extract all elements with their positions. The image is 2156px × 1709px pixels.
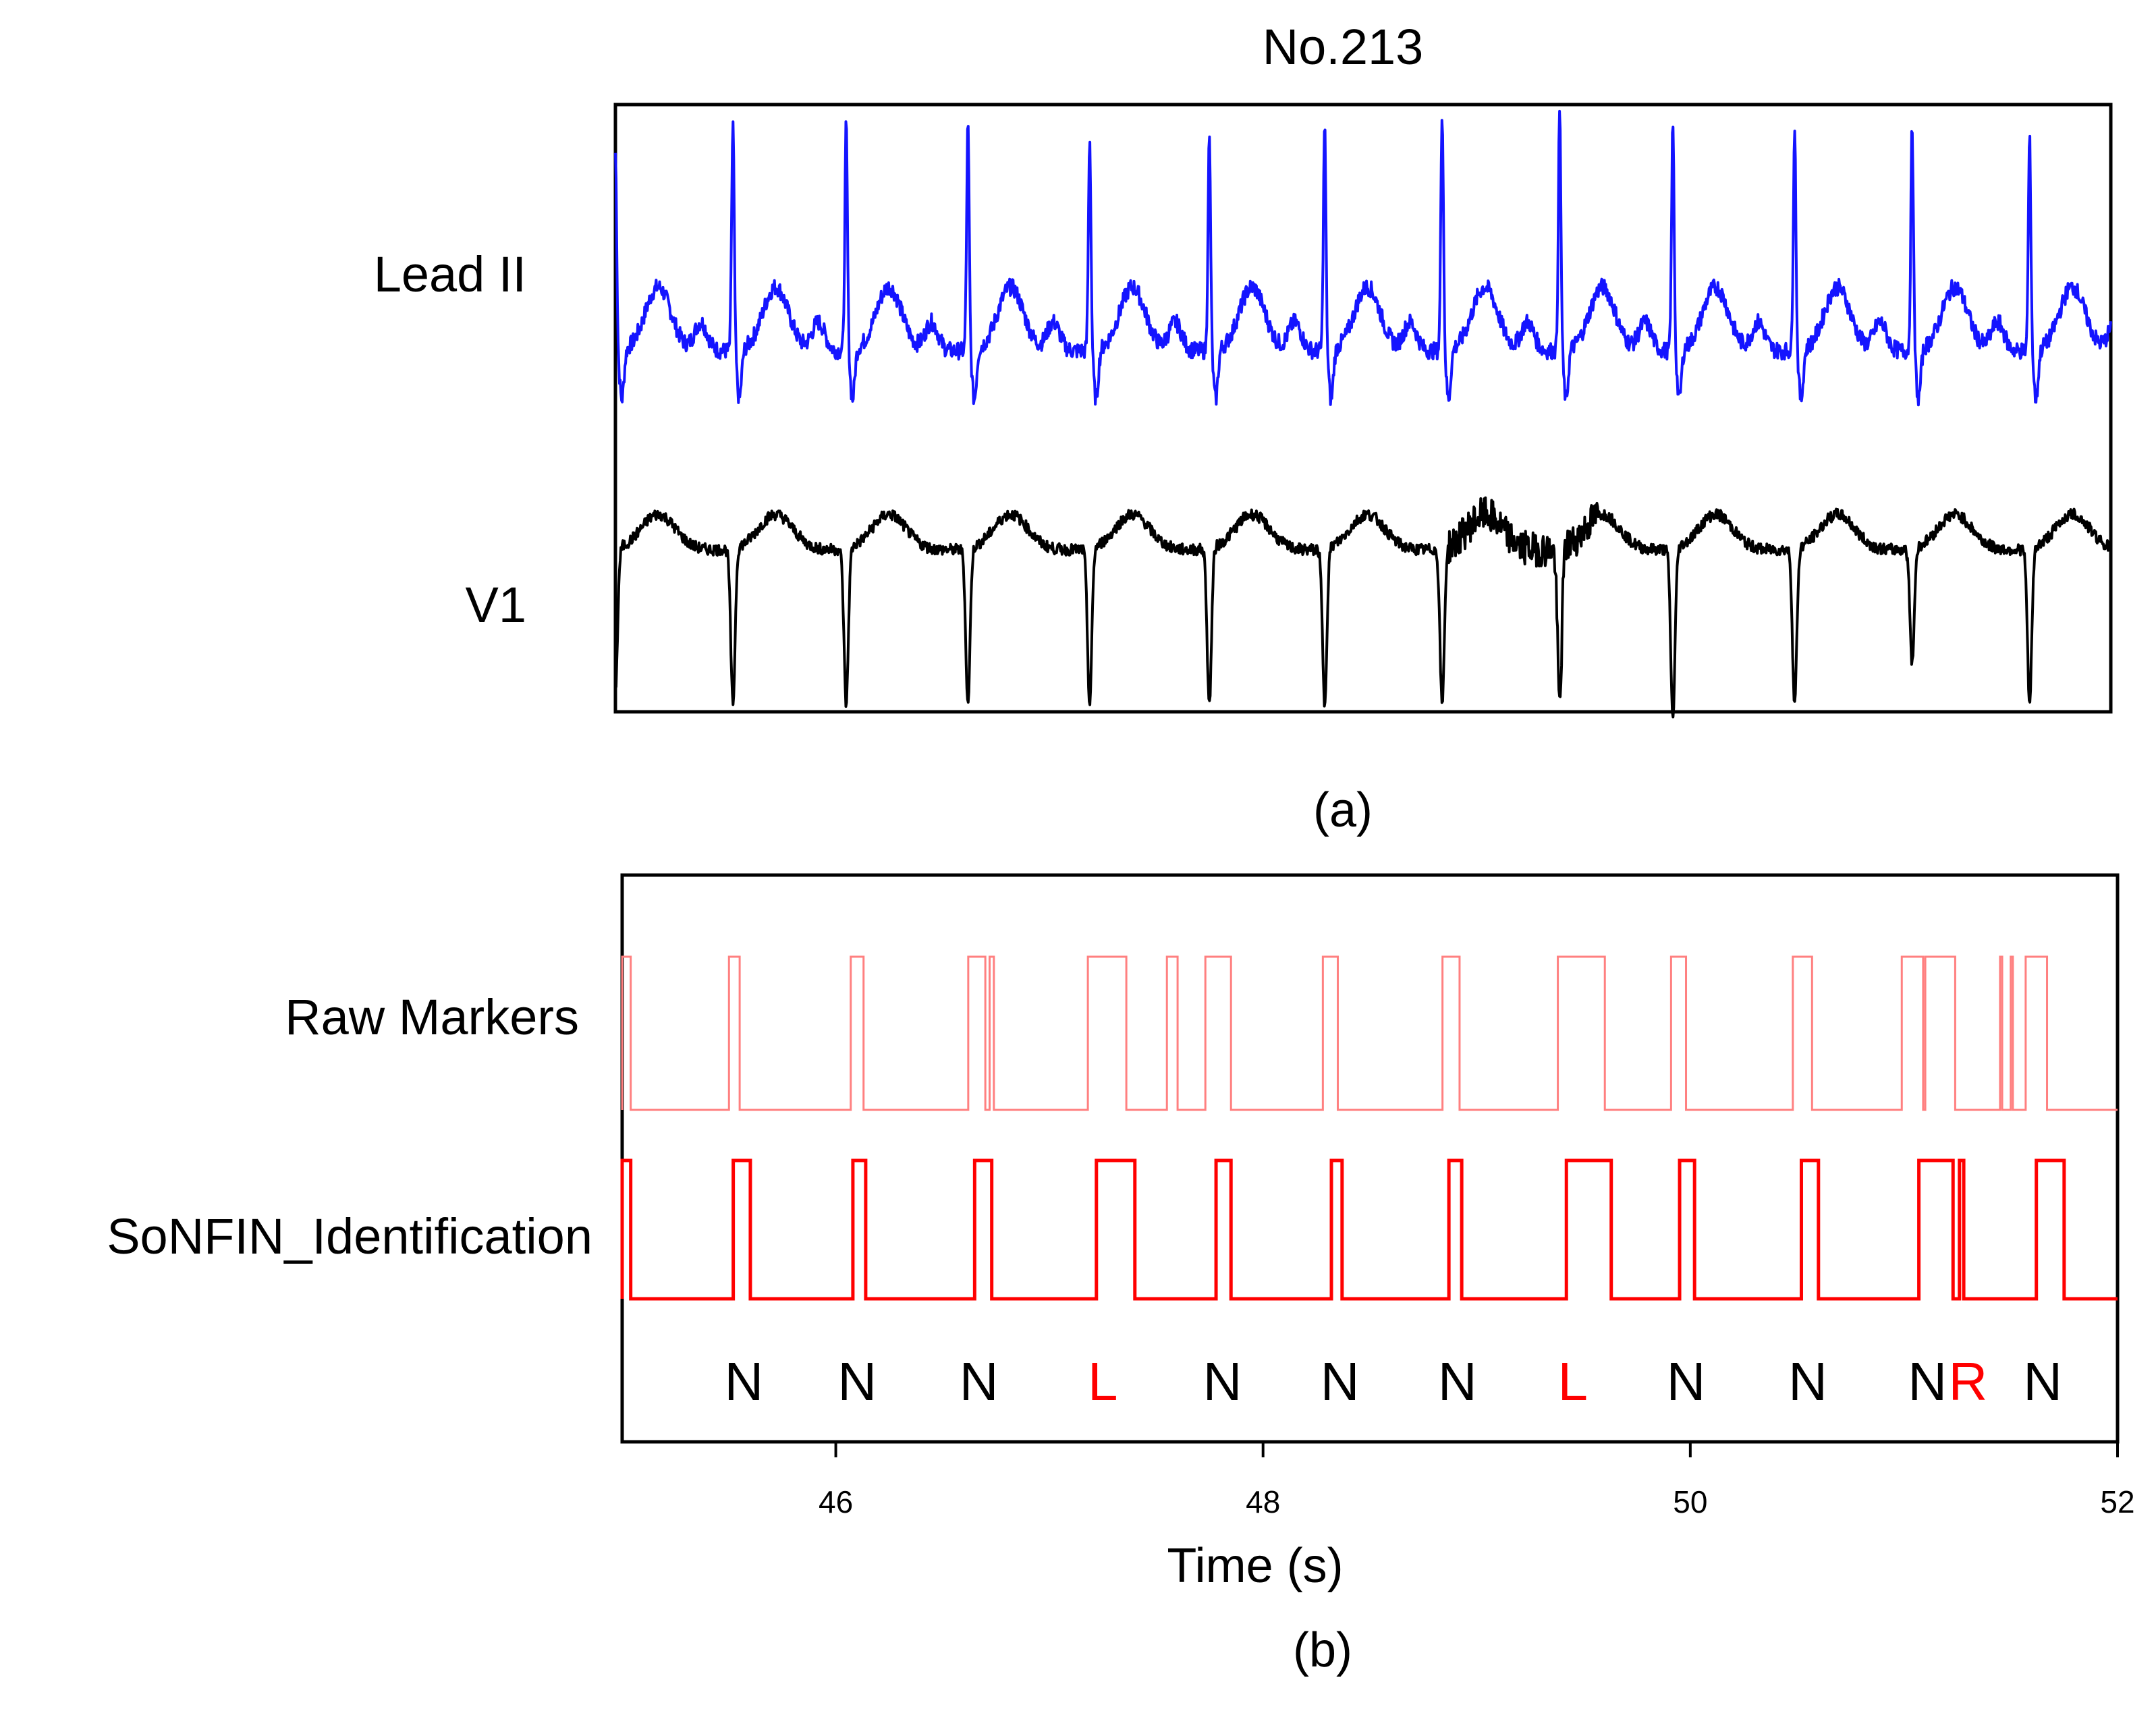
- beat-label-N-0: N: [725, 1351, 764, 1411]
- caption-a: (a): [1313, 783, 1373, 837]
- chart-title: No.213: [1263, 19, 1424, 75]
- panel-a-frame: [613, 103, 2113, 714]
- sonfin-label: SoNFIN_Identification: [107, 1208, 592, 1264]
- v1-label: V1: [465, 577, 526, 633]
- x-tick-label-52: 52: [2100, 1484, 2134, 1519]
- sonfin-trace: [620, 1158, 2118, 1301]
- x-axis-label: Time (s): [1167, 1539, 1343, 1593]
- lead-ii-trace: [614, 109, 2112, 407]
- lead-ii-label: Lead II: [374, 246, 526, 302]
- raw-markers-label: Raw Markers: [285, 989, 579, 1045]
- v1-trace: [614, 496, 2112, 719]
- beat-label-N-12: N: [2023, 1351, 2062, 1411]
- beat-label-N-8: N: [1667, 1351, 1706, 1411]
- beat-label-N-9: N: [1788, 1351, 1827, 1411]
- caption-b: (b): [1293, 1623, 1352, 1677]
- beat-label-N-4: N: [1203, 1351, 1242, 1411]
- beat-label-N-1: N: [837, 1351, 877, 1411]
- x-axis-ticks: 46 48 50 52: [819, 1442, 2135, 1519]
- beat-label-L-3: L: [1088, 1351, 1118, 1411]
- beat-label-N-10: N: [1908, 1351, 1947, 1411]
- beat-label-N-2: N: [960, 1351, 999, 1411]
- beat-label-N-5: N: [1321, 1351, 1360, 1411]
- x-tick-label-48: 48: [1246, 1484, 1280, 1519]
- panel-b-frame: [620, 873, 2120, 1444]
- beat-label-L-7: L: [1557, 1351, 1588, 1411]
- raw-markers-trace: [621, 955, 2118, 1111]
- x-tick-label-50: 50: [1673, 1484, 1707, 1519]
- beat-label-N-6: N: [1438, 1351, 1477, 1411]
- beat-label-R-11: R: [1949, 1351, 1988, 1411]
- x-tick-label-46: 46: [819, 1484, 853, 1519]
